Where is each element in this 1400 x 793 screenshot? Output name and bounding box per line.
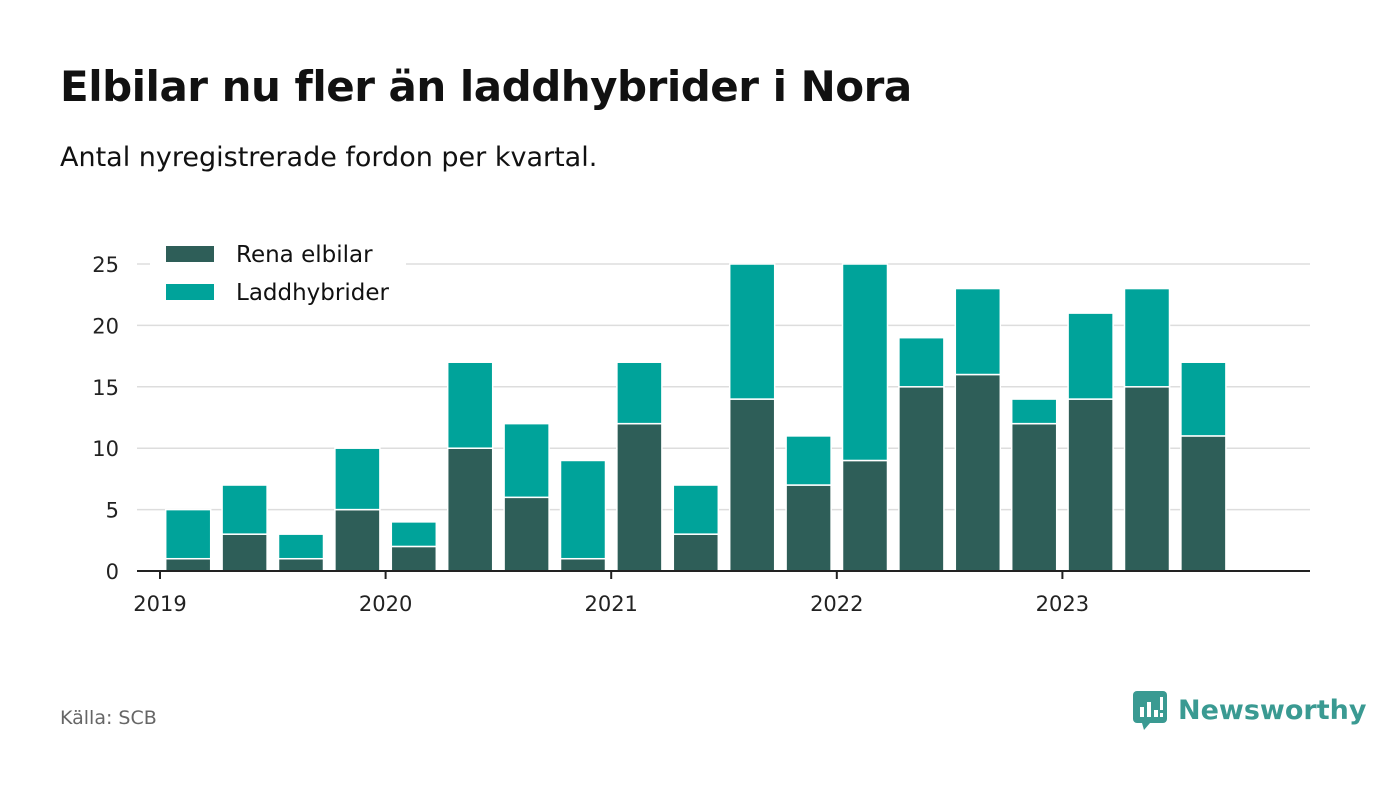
bar-laddhybrider — [954, 287, 1002, 376]
y-tick-label: 25 — [92, 253, 119, 277]
brand-name: Newsworthy — [1178, 694, 1367, 726]
bar-elbilar — [954, 373, 1002, 572]
chart-title: Elbilar nu fler än laddhybrider i Nora — [60, 62, 912, 111]
bar-laddhybrider — [616, 361, 663, 425]
bar-elbilar — [446, 447, 494, 572]
x-tick-label: 2022 — [810, 592, 863, 616]
bar-laddhybrider — [221, 484, 268, 535]
bar-elbilar — [898, 386, 945, 572]
bar-elbilar — [221, 533, 268, 572]
bar-elbilar — [164, 557, 212, 572]
bar-laddhybrider — [277, 533, 325, 560]
bar-elbilar — [1067, 398, 1114, 572]
y-tick-label: 15 — [92, 376, 119, 400]
bar-elbilar — [503, 496, 550, 572]
y-tick-label: 10 — [92, 437, 119, 461]
bar-laddhybrider — [898, 336, 945, 388]
bar-elbilar — [390, 545, 438, 572]
bar-laddhybrider — [1010, 398, 1058, 425]
x-tick-label: 2020 — [359, 592, 412, 616]
bar-laddhybrider — [446, 361, 494, 449]
x-tick-label: 2019 — [133, 592, 186, 616]
legend-swatch — [166, 246, 214, 262]
bar-laddhybrider — [1067, 312, 1114, 400]
y-tick-label: 20 — [92, 314, 119, 338]
bar-elbilar — [559, 557, 607, 572]
x-axis: 2019 2020 2021 2022 2023 — [133, 570, 1310, 616]
bar-laddhybrider — [1180, 361, 1227, 437]
bar-elbilar — [841, 459, 889, 572]
y-tick-label: 0 — [106, 560, 119, 584]
legend-label: Laddhybrider — [236, 280, 389, 306]
bar-laddhybrider — [841, 263, 889, 462]
bar-elbilar — [728, 398, 776, 572]
bar-elbilar — [616, 422, 663, 572]
bar-elbilar — [1180, 435, 1227, 572]
chart-subtitle: Antal nyregistrerade fordon per kvartal. — [60, 142, 598, 173]
legend-label: Rena elbilar — [236, 242, 373, 268]
source-note: Källa: SCB — [60, 707, 157, 729]
x-tick-label: 2021 — [584, 592, 637, 616]
bars — [164, 263, 1227, 572]
brand: Newsworthy — [1132, 690, 1366, 730]
bar-laddhybrider — [390, 521, 438, 548]
bar-laddhybrider — [559, 459, 607, 560]
bar-elbilar — [1010, 422, 1058, 572]
bar-laddhybrider — [785, 435, 832, 486]
x-tick-label: 2023 — [1036, 592, 1089, 616]
bar-laddhybrider — [334, 447, 381, 511]
bar-laddhybrider — [164, 508, 212, 560]
bar-elbilar — [785, 484, 832, 572]
bar-elbilar — [277, 557, 325, 572]
bar-laddhybrider — [672, 484, 720, 535]
legend: Rena elbilar Laddhybrider — [150, 236, 406, 312]
bar-laddhybrider — [1123, 287, 1171, 388]
newsworthy-logo-icon — [1133, 691, 1167, 730]
y-tick-label: 5 — [106, 499, 119, 523]
y-axis-ticks: 0 5 10 15 20 25 — [92, 253, 119, 584]
legend-swatch — [166, 284, 214, 300]
bar-laddhybrider — [503, 422, 550, 499]
bar-elbilar — [334, 508, 381, 572]
bar-elbilar — [672, 533, 720, 572]
bar-laddhybrider — [728, 263, 776, 400]
bar-elbilar — [1123, 386, 1171, 572]
